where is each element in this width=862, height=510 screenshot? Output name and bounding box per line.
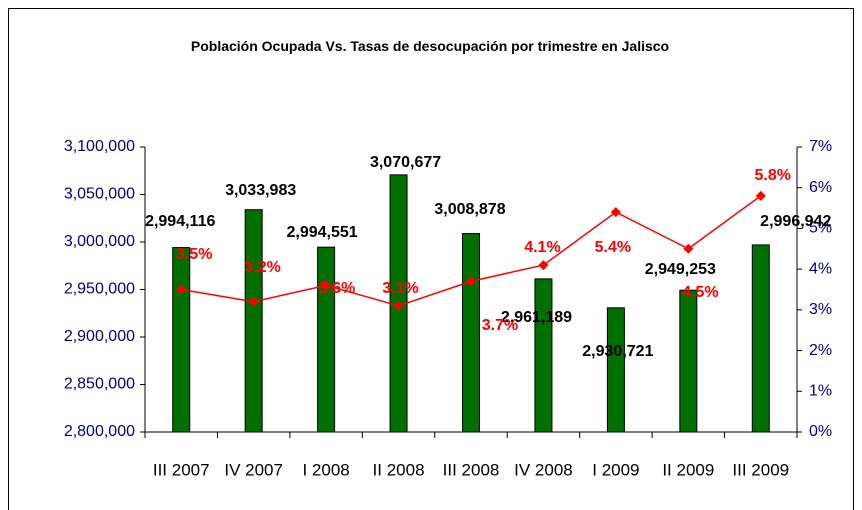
y-tick-label: 3,000,000 [64,233,135,250]
x-tick-label: III 2008 [443,460,500,479]
line-marker [610,207,621,218]
bar [534,278,553,433]
bar-value-label: 2,994,116 [145,213,215,230]
line-marker [321,280,332,291]
y2-tick-label: 6% [809,179,832,196]
line-marker [755,190,766,201]
chart-title: Población Ocupada Vs. Tasas de desocupac… [190,38,670,54]
line-value-label: 4.1% [524,239,560,256]
x-tick-label: I 2009 [592,460,639,479]
x-tick-label: I 2008 [302,460,349,479]
line-marker [683,243,694,254]
x-tick-label: III 2009 [732,460,789,479]
y2-tick-label: 7% [809,138,832,155]
line-marker [248,296,259,307]
line-value-label: 5.8% [755,167,791,184]
bar [606,307,625,433]
bar [317,246,336,433]
bar [751,244,770,433]
y-tick-label: 2,900,000 [64,328,135,345]
y2-tick-label: 5% [809,220,832,237]
y-tick-label: 2,800,000 [64,423,135,440]
y2-tick-label: 3% [809,301,832,318]
line-value-label: 3.1% [382,280,418,297]
y-tick-label: 2,850,000 [64,376,135,393]
bar [244,209,263,433]
x-tick-label: IV 2007 [224,460,283,479]
bar [462,233,480,433]
y-tick-label: 3,100,000 [64,138,135,155]
bar-value-label: 2,949,253 [645,261,716,278]
y2-tick-label: 1% [809,383,832,400]
bar-value-label: 2,994,551 [287,224,358,241]
bar-value-label: 2,930,721 [582,343,653,360]
x-tick-label: II 2008 [373,460,425,479]
y2-tick-label: 4% [809,260,832,277]
line-value-label: 3.5% [176,246,212,263]
x-tick-label: IV 2008 [514,460,573,479]
bar-value-label: 3,008,878 [434,201,505,218]
y2-tick-label: 0% [809,423,832,440]
line-marker [538,260,549,271]
chart-border [8,8,854,510]
line-value-label: 3.7% [482,317,518,334]
bar-value-label: 3,070,677 [370,154,441,171]
bar-value-label: 2,996,942 [760,213,831,230]
x-tick-label: II 2009 [662,460,714,479]
line-value-label: 4.5% [682,284,718,301]
line-marker [393,300,404,311]
x-tick-label: III 2007 [153,460,210,479]
line-value-label: 3.2% [244,259,280,276]
line-marker [466,276,476,287]
y-tick-label: 2,950,000 [64,281,135,298]
line-value-label: 5.4% [595,239,631,256]
line-value-label: 3.6% [319,280,355,297]
y2-tick-label: 2% [809,342,832,359]
bar [172,247,191,433]
bar-value-label: 2,961,189 [501,309,572,326]
y-tick-label: 3,050,000 [64,186,135,203]
bar [679,289,698,433]
bar-value-label: 3,033,983 [225,182,296,199]
line-marker [176,284,187,295]
